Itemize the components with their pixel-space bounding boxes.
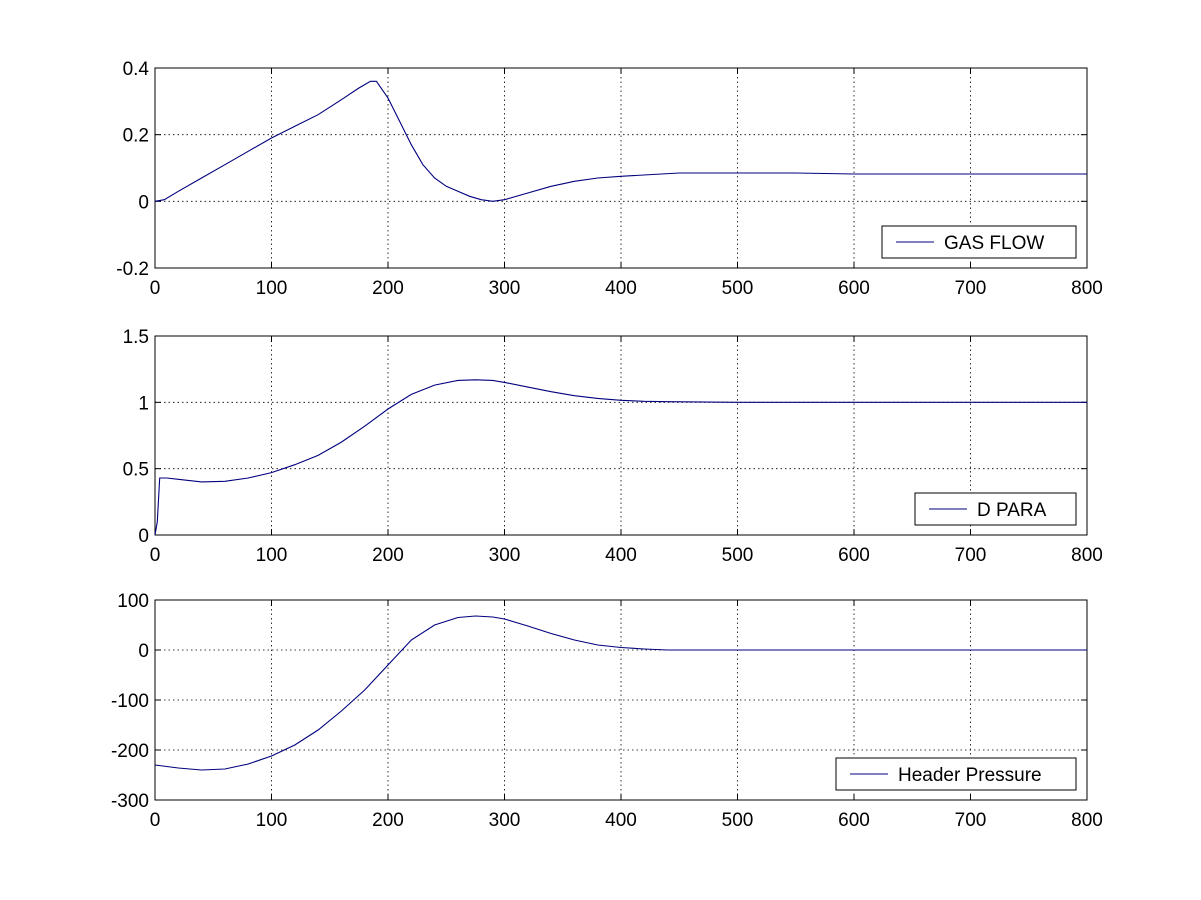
- y-tick-label: 0: [138, 192, 149, 213]
- gas-flow-panel: 0 100 200 300 400 500 600 700 800-0.200.20.4GAS …: [116, 59, 1103, 299]
- y-tick-label: -100: [111, 691, 149, 712]
- y-tick-label: 100: [117, 591, 149, 612]
- x-tick-label: 100: [256, 810, 288, 831]
- x-tick-label: 0: [150, 810, 161, 831]
- x-tick-label: 500: [722, 278, 754, 299]
- x-tick-label: 800: [1071, 810, 1103, 831]
- header-pressure-panel: 0 100 200 300 400 500 600 700 800 -300 -200 -100 0 10…: [111, 591, 1103, 831]
- x-tick-label: 0: [150, 278, 161, 299]
- x-tick-label: 600: [838, 545, 870, 566]
- x-tick-label: 300: [489, 810, 521, 831]
- y-tick-label: -200: [111, 741, 149, 762]
- x-tick-label: 800: [1071, 545, 1103, 566]
- x-tick-label: 300: [489, 545, 521, 566]
- x-tick-label: 0: [150, 545, 161, 566]
- x-tick-label: 700: [955, 278, 987, 299]
- x-tick-label: 200: [372, 810, 404, 831]
- y-tick-label: 0.5: [123, 460, 149, 481]
- x-tick-label: 500: [722, 545, 754, 566]
- y-tick-label: 1.5: [123, 327, 149, 348]
- x-tick-label: 600: [838, 810, 870, 831]
- x-tick-label: 700: [955, 545, 987, 566]
- y-tick-label: -300: [111, 791, 149, 812]
- x-tick-label: 100: [256, 545, 288, 566]
- x-tick-label: 800: [1071, 278, 1103, 299]
- y-tick-label: 1: [138, 393, 149, 414]
- x-tick-label: 400: [605, 278, 637, 299]
- y-tick-label: 0: [138, 526, 149, 547]
- legend: D PARA: [914, 492, 1077, 526]
- y-tick-label: 0: [138, 641, 149, 662]
- x-tick-label: 500: [722, 810, 754, 831]
- x-tick-label: 700: [955, 810, 987, 831]
- x-tick-label: 200: [372, 278, 404, 299]
- legend-label: Header Pressure: [898, 765, 1042, 786]
- x-tick-label: 400: [605, 810, 637, 831]
- x-tick-label: 600: [838, 278, 870, 299]
- y-tick-label: 0.2: [123, 126, 149, 147]
- legend-label: D PARA: [977, 500, 1047, 521]
- y-tick-label: 0.4: [123, 59, 150, 80]
- legend: GAS FLOW: [881, 225, 1077, 259]
- legend-label: GAS FLOW: [944, 233, 1044, 254]
- x-tick-label: 200: [372, 545, 404, 566]
- x-tick-label: 400: [605, 545, 637, 566]
- x-tick-label: 300: [489, 278, 521, 299]
- series-line-0: [154, 379, 1087, 536]
- legend: Header Pressure: [835, 757, 1077, 791]
- x-tick-label: 100: [256, 278, 288, 299]
- y-tick-label: -0.2: [116, 259, 149, 280]
- series-line-0: [154, 615, 1087, 771]
- d-para-panel: 0 100 200 300 400 500 600 700 800 0 0.5 1 1.5 D PARA: [123, 327, 1103, 566]
- series-line-0: [154, 80, 1087, 202]
